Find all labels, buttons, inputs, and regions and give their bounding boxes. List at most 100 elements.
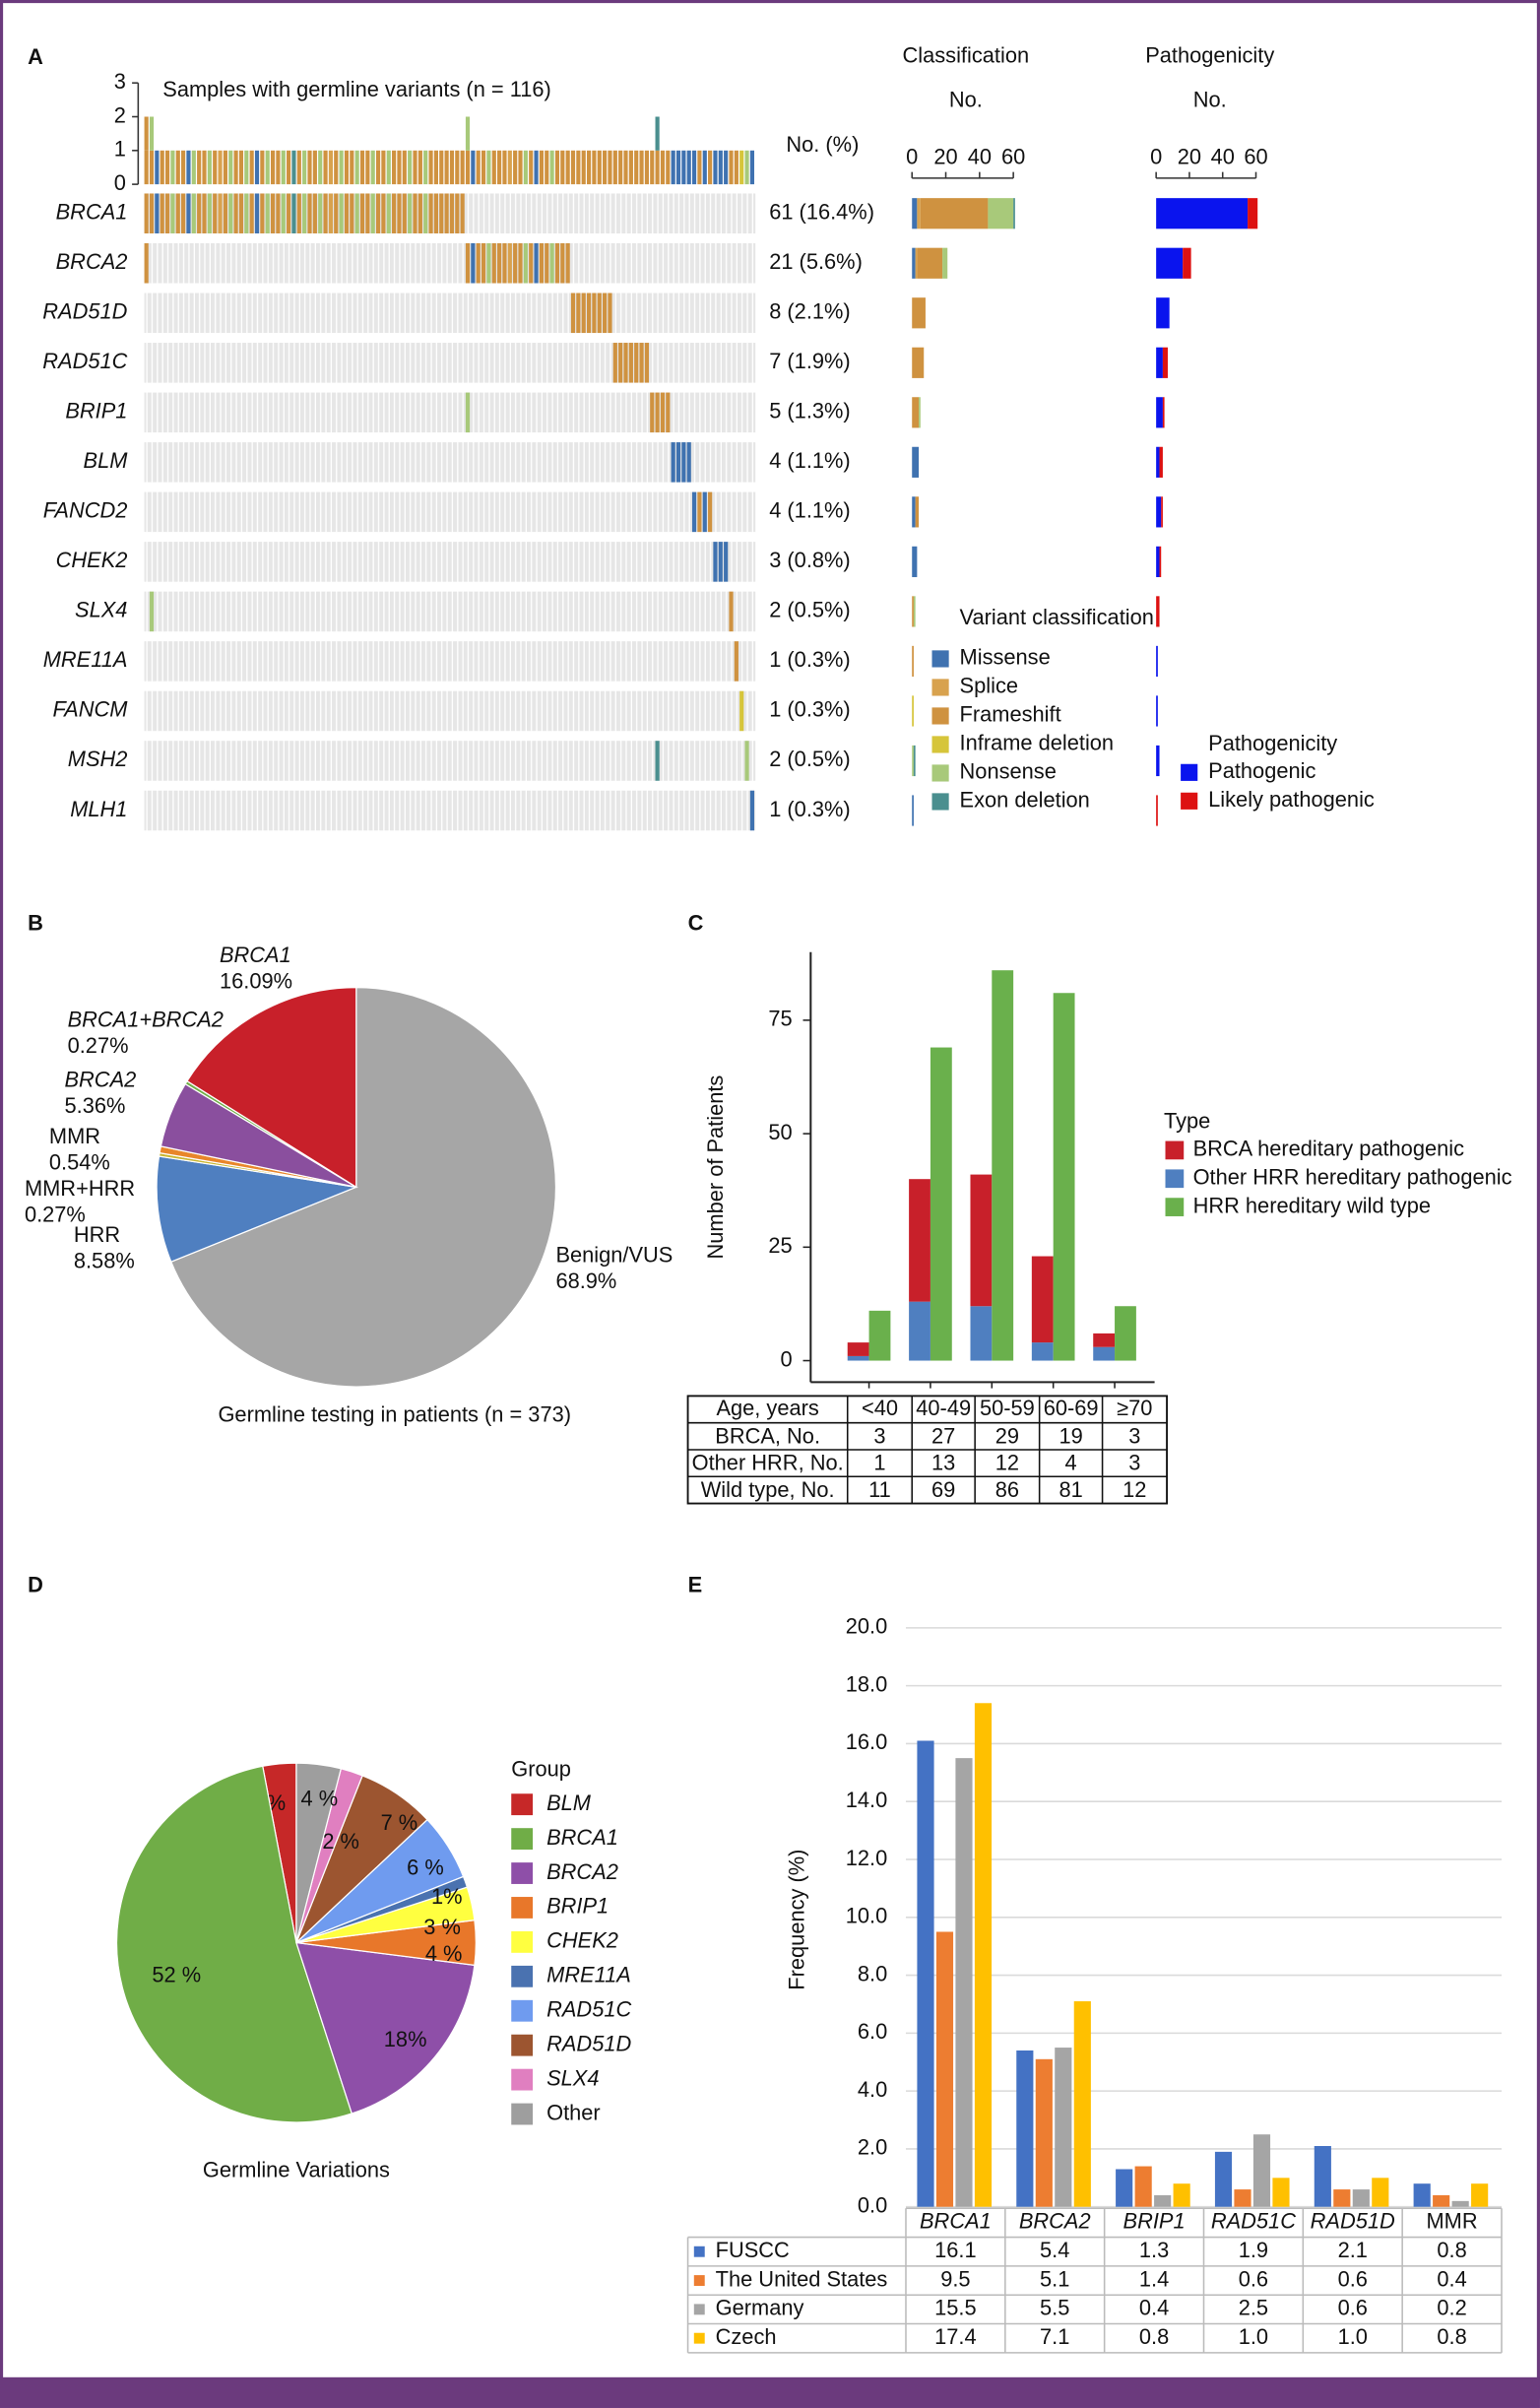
slice-label: 4 % (301, 1786, 339, 1810)
table-cell: 0.6 (1338, 2266, 1368, 2291)
gene-row-background (144, 591, 756, 632)
sample-count-segment (570, 150, 576, 185)
variant-cell (249, 193, 254, 234)
variant-cell (449, 193, 455, 234)
gene-label: RAD51D (42, 299, 127, 324)
slice-label: 0.27% (68, 1033, 129, 1058)
slice-label: 5.36% (64, 1093, 125, 1118)
table-cell: 17.4 (934, 2324, 976, 2349)
legend-swatch (511, 1965, 534, 1987)
sample-count-segment (549, 150, 554, 185)
sample-count-segment (476, 150, 481, 185)
bar-segment (909, 1301, 930, 1361)
stacked-bar-segment (920, 198, 989, 229)
panel-label: B (28, 910, 43, 935)
slice-category: MMR (49, 1124, 100, 1148)
x-tick-label: 40 (968, 144, 992, 168)
sample-count-segment (413, 150, 417, 185)
variant-cell (565, 242, 570, 284)
legend-label: Pathogenic (1208, 758, 1315, 783)
bar-segment (970, 1306, 993, 1361)
variant-cell (296, 193, 301, 234)
sample-count-segment (497, 150, 502, 185)
sample-count-segment (344, 150, 350, 185)
variant-cell (534, 242, 539, 284)
legend-title: Variant classification (960, 605, 1154, 629)
bar-segment (1031, 1256, 1054, 1343)
variant-cell (639, 343, 644, 383)
table-header-cell: 40-49 (916, 1396, 971, 1420)
sample-count-segment (523, 150, 528, 185)
table-cell: 12 (995, 1451, 1019, 1475)
table-cell: 0.8 (1139, 2324, 1169, 2349)
sample-count-segment (365, 150, 370, 185)
stacked-bar-segment (1156, 198, 1249, 229)
stacked-bar-segment (1156, 596, 1160, 627)
bar-segment (847, 1342, 869, 1356)
variant-cell (381, 193, 386, 234)
column-title: Classification (903, 42, 1030, 67)
legend-label: Other HRR hereditary pathogenic (1193, 1165, 1512, 1190)
sample-count-segment (644, 150, 649, 185)
sample-count-segment (608, 150, 612, 185)
legend-label: Splice (960, 674, 1018, 698)
variant-cell (191, 193, 196, 234)
variant-cell (455, 193, 460, 234)
legend-label: MRE11A (546, 1963, 631, 1987)
stacked-bar-segment (1156, 397, 1163, 428)
sample-count-segment (359, 150, 365, 185)
variant-cell (334, 193, 339, 234)
variant-cell (276, 193, 281, 234)
legend-label: Czech (716, 2324, 777, 2349)
table-cell: 5.1 (1040, 2266, 1069, 2291)
bar (917, 1740, 934, 2207)
sample-count-segment (375, 150, 381, 185)
variant-cell (244, 193, 249, 234)
table-cell: 3 (1128, 1451, 1140, 1475)
variant-cell (655, 392, 660, 433)
sample-count-segment (334, 150, 339, 185)
pie-slice (295, 1941, 476, 2115)
sample-count-segment (650, 150, 655, 185)
x-tick-label: 0 (906, 144, 918, 168)
sample-count-segment (144, 116, 149, 151)
sample-count-segment (491, 150, 496, 185)
stacked-bar-segment (1156, 297, 1170, 329)
pie-slice (115, 1765, 353, 2123)
sample-count-segment (708, 150, 713, 185)
bar (1116, 2169, 1133, 2207)
x-tick-label: 20 (1178, 144, 1201, 168)
y-tick-label: 18.0 (846, 1671, 887, 1696)
slice-label: 7 % (381, 1810, 418, 1835)
variant-cell (465, 242, 471, 284)
sample-count-segment (529, 150, 534, 185)
sample-count-segment (444, 150, 449, 185)
variant-cell (597, 293, 602, 334)
stacked-bar-segment (1159, 446, 1163, 478)
variant-cell (713, 542, 718, 582)
slice-category: Benign/VUS (555, 1242, 673, 1267)
legend-label: BRCA hereditary pathogenic (1193, 1137, 1465, 1161)
bar-segment (1093, 1346, 1116, 1361)
table-row-label: Wild type, No. (701, 1477, 835, 1502)
gene-label: CHEK2 (56, 548, 128, 572)
sample-count-segment (218, 150, 223, 185)
bar (1214, 2151, 1233, 2207)
table-cell: 12 (1123, 1477, 1146, 1502)
table-header-cell: <40 (862, 1396, 898, 1420)
variant-cell (666, 392, 671, 433)
sample-count-segment (486, 150, 491, 185)
bar (868, 1310, 891, 1361)
gene-row-background (144, 641, 756, 682)
sample-count-segment (554, 150, 560, 185)
variant-cell (545, 242, 549, 284)
table-cell: 29 (995, 1423, 1019, 1448)
sample-count-segment (718, 150, 723, 185)
variant-cell (729, 591, 734, 632)
variant-cell (302, 193, 307, 234)
slice-label: 18% (384, 2027, 427, 2051)
stacked-bar-segment (912, 347, 925, 378)
legend-label: HRR hereditary wild type (1193, 1193, 1431, 1217)
stacked-bar-segment (912, 745, 914, 777)
sample-count-segment (655, 150, 660, 185)
